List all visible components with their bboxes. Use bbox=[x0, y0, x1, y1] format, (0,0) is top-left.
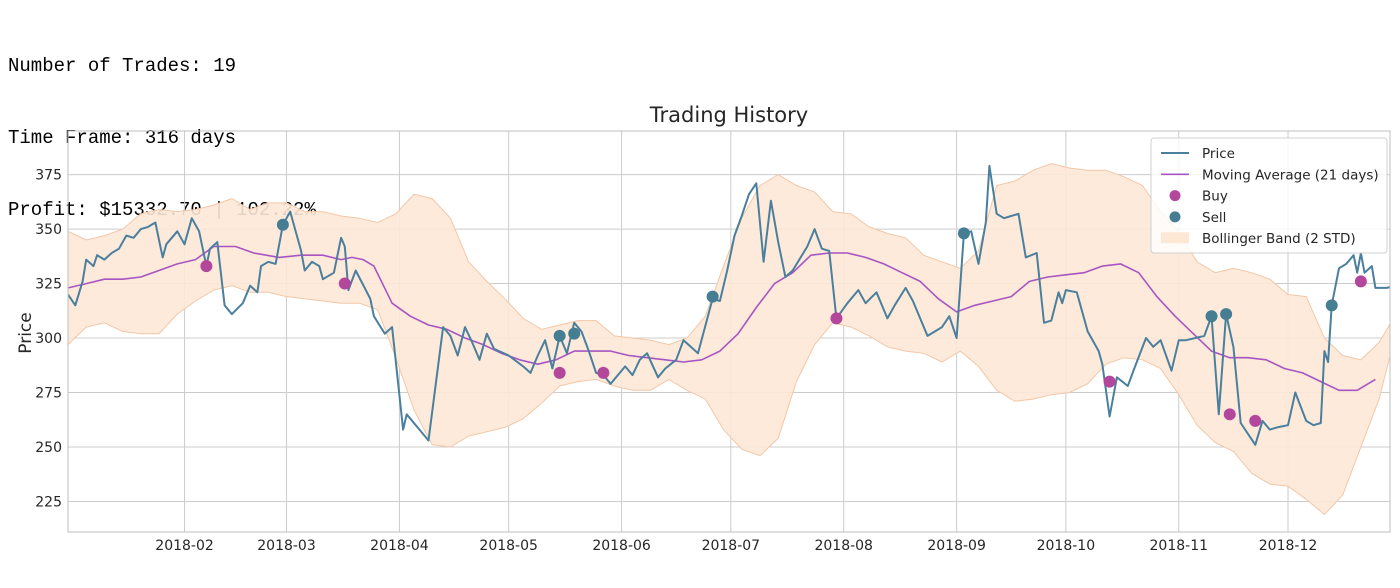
x-tick-label: 2018-09 bbox=[927, 538, 986, 554]
time-frame-line: Time Frame: 316 days bbox=[8, 127, 237, 149]
legend-label: Buy bbox=[1202, 189, 1228, 205]
plot-area bbox=[68, 163, 1390, 516]
legend-label: Moving Average (21 days) bbox=[1202, 167, 1379, 183]
sell-marker bbox=[276, 218, 289, 231]
chart-title: Trading History bbox=[649, 103, 808, 127]
legend-label: Sell bbox=[1202, 210, 1226, 226]
trade-count-line: Number of Trades: 19 bbox=[8, 55, 237, 77]
legend-label: Price bbox=[1202, 146, 1235, 162]
plot-frame bbox=[67, 130, 1391, 533]
y-tick-label: 375 bbox=[35, 168, 62, 184]
buy-marker bbox=[553, 366, 566, 379]
bollinger-lower-edge bbox=[68, 285, 1390, 516]
legend-label: Bollinger Band (2 STD) bbox=[1202, 231, 1356, 247]
buy-marker bbox=[200, 260, 213, 273]
y-tick-label: 225 bbox=[35, 494, 62, 510]
x-tick-label: 2018-10 bbox=[1037, 538, 1096, 554]
legend-swatch bbox=[1169, 190, 1181, 202]
sell-marker bbox=[1205, 310, 1218, 323]
y-tick-label: 275 bbox=[35, 386, 62, 402]
x-tick-label: 2018-04 bbox=[370, 538, 429, 554]
legend-swatch bbox=[1169, 211, 1181, 223]
sell-marker bbox=[1325, 299, 1338, 312]
y-tick-label: 325 bbox=[35, 277, 62, 293]
bollinger-band bbox=[68, 163, 1390, 515]
price-line bbox=[68, 164, 1390, 446]
x-tick-label: 2018-12 bbox=[1259, 538, 1318, 554]
x-tick-label: 2018-03 bbox=[257, 538, 316, 554]
buy-marker bbox=[1354, 275, 1367, 288]
sell-marker bbox=[706, 290, 719, 303]
sell-marker bbox=[568, 327, 581, 340]
buy-marker bbox=[830, 312, 843, 325]
legend-box bbox=[1150, 137, 1388, 254]
legend: Price Moving Average (21 days) Buy Sell Boll… bbox=[1150, 137, 1388, 254]
y-tick-label: 350 bbox=[35, 222, 62, 238]
legend-swatch bbox=[1161, 232, 1189, 244]
x-tick-label: 2018-02 bbox=[155, 538, 214, 554]
buy-marker bbox=[1103, 375, 1116, 388]
buy-marker bbox=[1249, 414, 1262, 427]
y-tick-label: 250 bbox=[35, 440, 62, 456]
x-tick-label: 2018-07 bbox=[702, 538, 761, 554]
moving-average-line bbox=[68, 245, 1376, 392]
x-tick-label: 2018-08 bbox=[814, 538, 873, 554]
axis-ticks: 2018-02 2018-03 2018-04 2018-05 2018-06 2018-… bbox=[35, 168, 1317, 554]
buy-marker bbox=[597, 366, 610, 379]
y-tick-label: 300 bbox=[35, 331, 62, 347]
sell-marker bbox=[553, 329, 566, 342]
x-tick-label: 2018-11 bbox=[1150, 538, 1209, 554]
x-tick-label: 2018-06 bbox=[592, 538, 651, 554]
y-axis-label: Price bbox=[16, 312, 36, 353]
buy-marker bbox=[1223, 408, 1236, 421]
buy-marker bbox=[338, 277, 351, 290]
sell-marker bbox=[1220, 308, 1233, 321]
sell-marker bbox=[957, 227, 970, 240]
x-tick-label: 2018-05 bbox=[479, 538, 538, 554]
